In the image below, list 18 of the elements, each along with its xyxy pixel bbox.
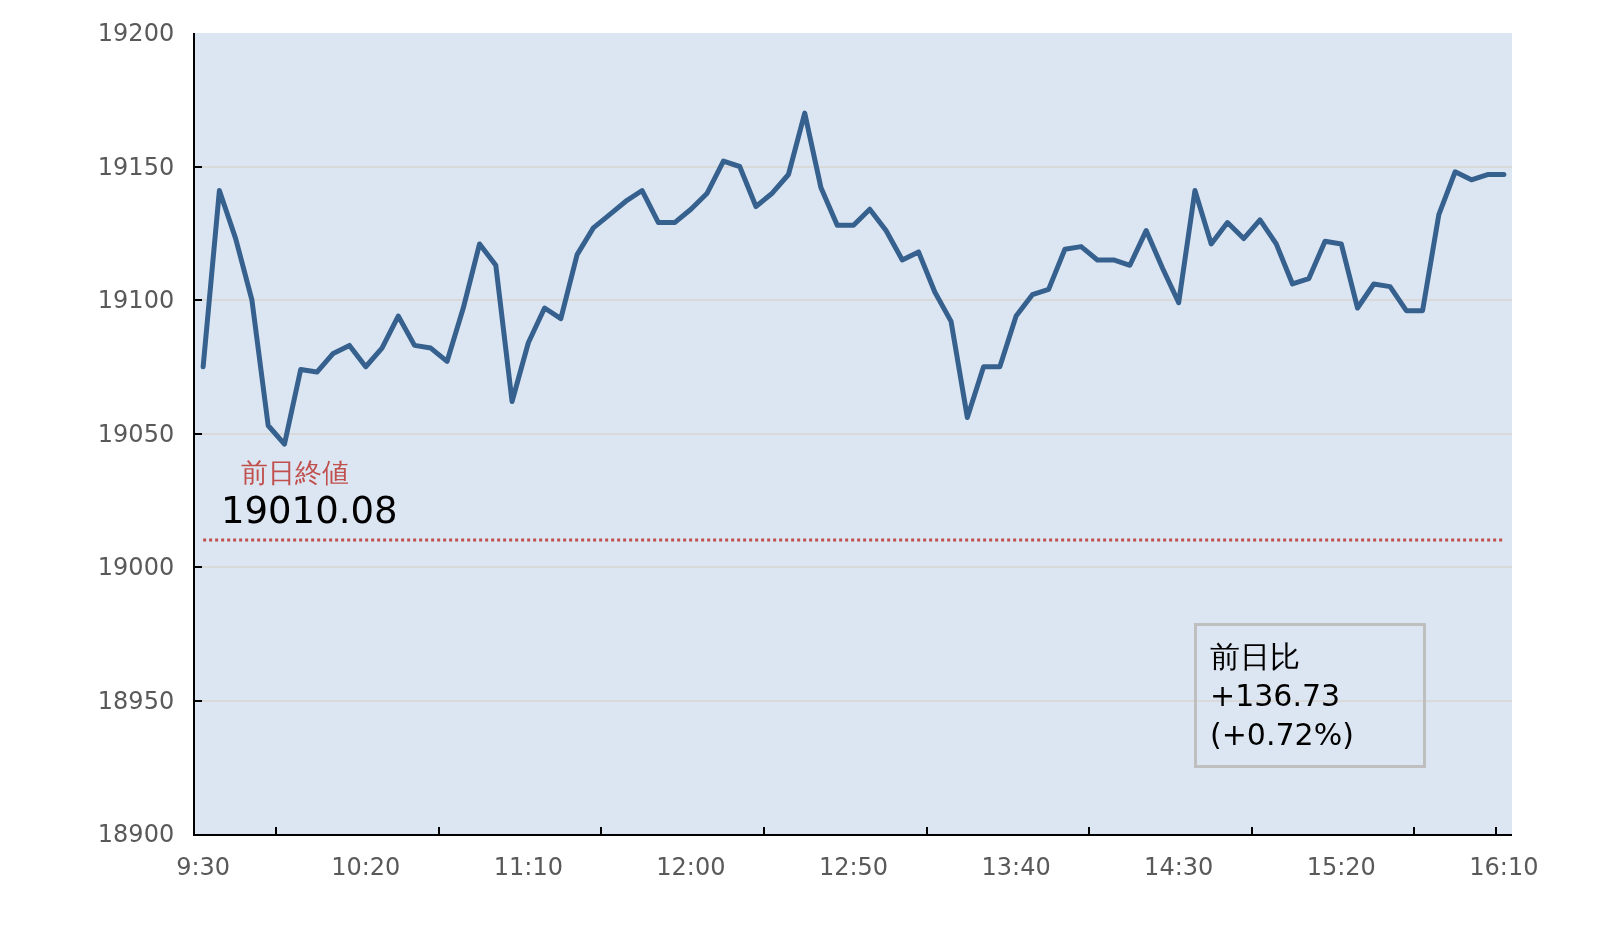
y-tick-label: 19050 <box>97 419 175 448</box>
x-tick-label: 16:10 <box>1469 852 1539 881</box>
x-tick-label: 12:00 <box>656 852 726 881</box>
y-tick-label: 19100 <box>97 286 175 315</box>
ref-line-label: 前日終値 19010.08 <box>221 457 398 532</box>
y-tick-label: 19200 <box>97 19 175 48</box>
y-tick-label: 19150 <box>97 152 175 181</box>
x-tick-label: 10:20 <box>331 852 401 881</box>
annotation: 前日比 +136.73 (+0.72%) <box>1210 639 1354 752</box>
x-tick-label: 9:30 <box>176 852 231 881</box>
y-tick-label: 18950 <box>97 686 175 715</box>
y-tick-label: 18900 <box>97 820 175 849</box>
x-tick-label: 11:10 <box>493 852 563 881</box>
x-tick-label: 12:50 <box>818 852 889 881</box>
y-tick-label: 19000 <box>97 553 175 582</box>
x-tick-label: 13:40 <box>981 852 1051 881</box>
x-tick-label: 15:20 <box>1306 852 1376 881</box>
x-tick-label: 14:30 <box>1144 852 1214 881</box>
